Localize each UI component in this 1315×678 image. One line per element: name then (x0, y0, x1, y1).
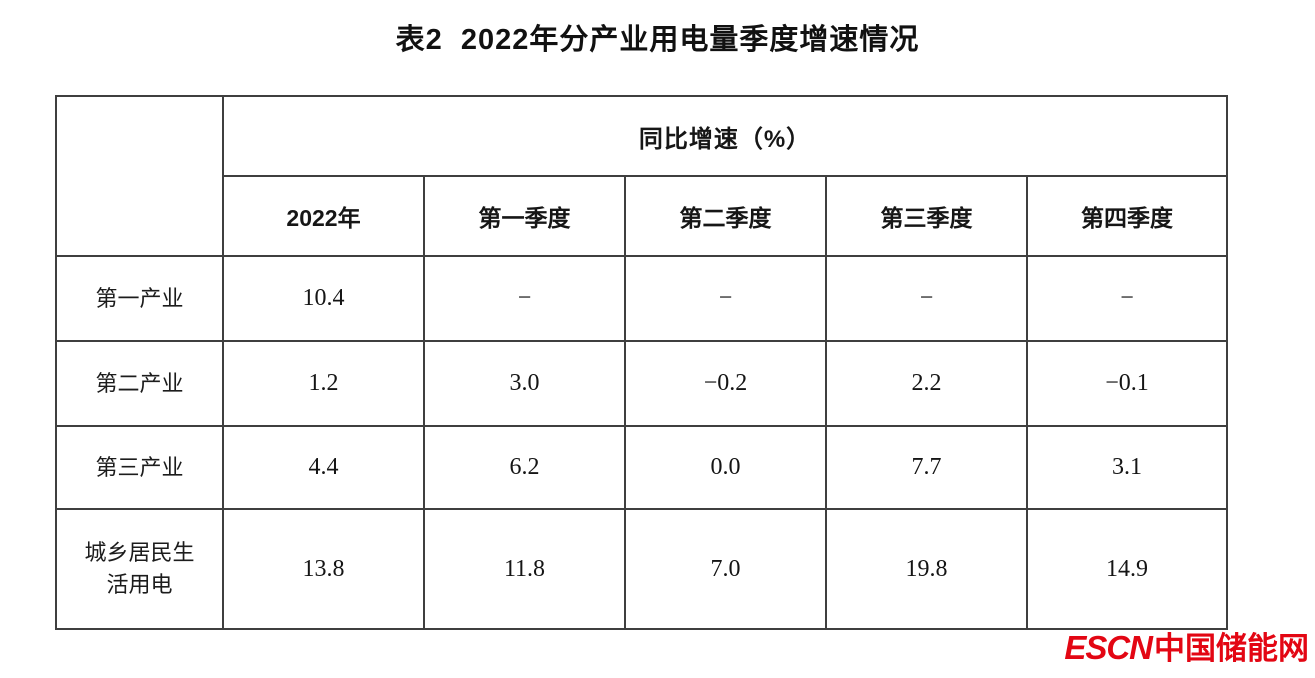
table-row-residential: 城乡居民生活用电 13.8 11.8 7.0 19.8 14.9 (55, 508, 1229, 630)
table-row-secondary-industry: 第二产业 1.2 3.0 −0.2 2.2 −0.1 (55, 340, 1229, 427)
table-cell: − (624, 255, 827, 342)
table-cell: −0.2 (624, 340, 827, 427)
column-header-q4: 第四季度 (1025, 175, 1229, 257)
table-header-row-columns: 2022年 第一季度 第二季度 第三季度 第四季度 (56, 175, 1229, 257)
table-cell: − (825, 255, 1028, 342)
escn-logo-latin: ESCN (1064, 629, 1153, 666)
table-cell: 10.4 (222, 255, 425, 342)
row-label: 第一产业 (55, 255, 224, 342)
table-cell: 3.0 (423, 340, 626, 427)
table-cell: 2.2 (825, 340, 1028, 427)
table-row-primary-industry: 第一产业 10.4 − − − − (55, 255, 1229, 342)
table-cell: 1.2 (222, 340, 425, 427)
column-header-q1: 第一季度 (423, 175, 626, 257)
table-cell: − (1025, 255, 1229, 342)
row-label: 第二产业 (55, 340, 224, 427)
table-cell: 19.8 (825, 508, 1028, 630)
table-header-row-span: 同比增速（%） (55, 95, 1229, 257)
column-header-q3: 第三季度 (825, 175, 1028, 257)
row-label: 第三产业 (55, 425, 224, 510)
page-title: 表2 2022年分产业用电量季度增速情况 (395, 24, 920, 56)
column-header-q2: 第二季度 (624, 175, 827, 257)
row-label: 城乡居民生活用电 (55, 508, 224, 630)
table-cell: 7.0 (624, 508, 827, 630)
table-cell: 11.8 (423, 508, 626, 630)
escn-logo-chinese: 中国储能网 (1154, 631, 1309, 666)
table-cell: − (423, 255, 626, 342)
table-cell: −0.1 (1025, 340, 1229, 427)
corner-cell (55, 95, 224, 257)
column-header-year: 2022年 (222, 175, 425, 257)
table-cell: 3.1 (1025, 425, 1229, 510)
escn-logo: ESCN中国储能网 (1064, 631, 1309, 664)
table-cell: 0.0 (624, 425, 827, 510)
table-cell: 6.2 (423, 425, 626, 510)
table-cell: 7.7 (825, 425, 1028, 510)
table-cell: 13.8 (222, 508, 425, 630)
span-header-cell: 同比增速（%） (221, 95, 1229, 177)
table-row-tertiary-industry: 第三产业 4.4 6.2 0.0 7.7 3.1 (55, 425, 1229, 510)
electricity-growth-table: 同比增速（%） 2022年 第一季度 第二季度 第三季度 第四季度 第一产业 1… (55, 95, 1229, 630)
table-cell: 14.9 (1025, 508, 1229, 630)
table-cell: 4.4 (222, 425, 425, 510)
